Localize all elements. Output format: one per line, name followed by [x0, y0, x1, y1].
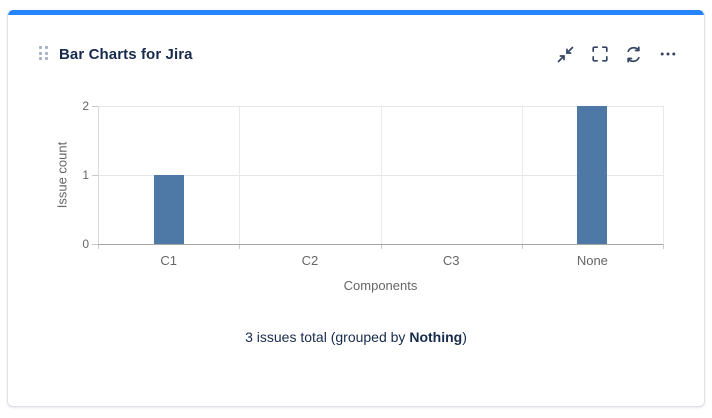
- y-tick-label: 1: [82, 168, 89, 182]
- v-gridline: [380, 106, 382, 244]
- chart-bar[interactable]: [577, 106, 608, 244]
- v-gridline: [521, 106, 523, 244]
- x-axis-title: Components: [343, 278, 418, 293]
- y-axis-title: Issue count: [54, 141, 70, 209]
- x-tick-mark: [521, 244, 523, 249]
- gadget-card: Bar Charts for Jira: [7, 10, 705, 407]
- v-gridline: [239, 106, 241, 244]
- y-tick-mark: [92, 106, 98, 107]
- gadget-title: Bar Charts for Jira: [59, 45, 193, 63]
- plot-area: 0 1 2 C1 C2 C3 None: [82, 99, 664, 268]
- fullscreen-icon[interactable]: [589, 44, 610, 65]
- drag-handle-icon[interactable]: [39, 46, 49, 62]
- x-category-label: None: [576, 253, 608, 268]
- x-tick-mark: [239, 244, 241, 249]
- footer-text-suffix: ): [462, 329, 467, 345]
- collapse-icon[interactable]: [555, 44, 576, 65]
- gadget-toolbar: [555, 44, 678, 65]
- x-tick-mark: [98, 244, 99, 249]
- y-tick-mark: [92, 175, 98, 176]
- y-tick-mark: [92, 244, 98, 245]
- footer-group-by: Nothing: [409, 329, 463, 345]
- gadget-header: Bar Charts for Jira: [8, 36, 704, 72]
- y-tick-label: 2: [82, 99, 89, 113]
- gadget-footer: 3 issues total (grouped by Nothing): [8, 329, 704, 345]
- x-category-label: C1: [160, 253, 177, 268]
- x-tick-mark: [380, 244, 382, 249]
- y-tick-label: 0: [82, 237, 89, 251]
- x-category-label: C2: [301, 253, 319, 268]
- x-category-label: C3: [442, 253, 460, 268]
- more-icon[interactable]: [657, 44, 678, 65]
- chart-bar[interactable]: [153, 175, 184, 244]
- v-gridline: [663, 106, 664, 244]
- x-axis-line: [98, 244, 663, 245]
- y-axis-line: [98, 106, 99, 244]
- footer-text-prefix: 3 issues total (grouped by: [245, 329, 410, 345]
- gadget-accent-bar: [8, 10, 704, 15]
- refresh-icon[interactable]: [623, 44, 644, 65]
- x-tick-mark: [663, 244, 664, 249]
